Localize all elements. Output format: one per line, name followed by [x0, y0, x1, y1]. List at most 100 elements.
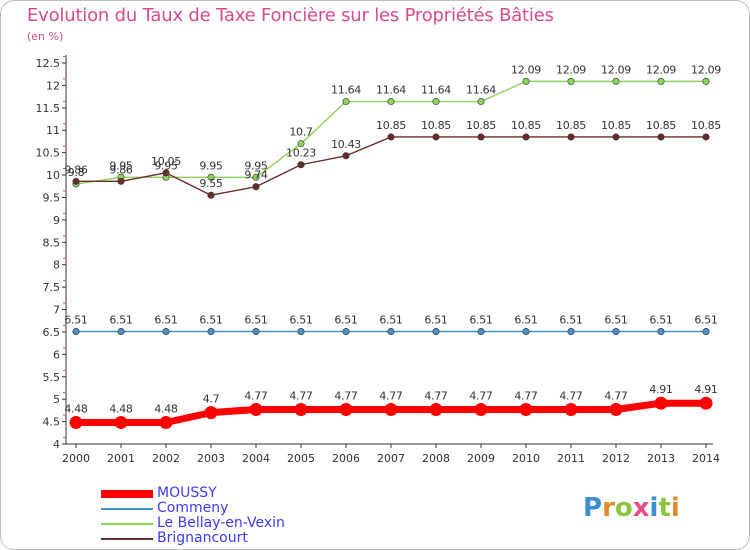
y-tick-label: 12.5 — [36, 57, 61, 70]
data-point — [249, 402, 263, 416]
data-point — [612, 133, 620, 141]
data-label: 10.7 — [289, 126, 313, 139]
data-point — [522, 77, 530, 85]
y-tick-label: 6.5 — [43, 326, 61, 339]
data-point — [297, 161, 305, 169]
line-chart: 4 4.5 5 5.5 6 6.5 7 7.5 8 8.5 9 9.5 10 10.5 11 11.5 12 12… — [36, 55, 722, 465]
y-tick-label: 9.5 — [43, 191, 61, 204]
data-point — [432, 98, 440, 106]
data-label: 4.77 — [514, 389, 538, 402]
chart-title: Evolution du Taux de Taxe Foncière sur l… — [27, 5, 554, 26]
data-label: 4.48 — [64, 402, 88, 415]
data-point — [432, 327, 440, 335]
y-tick-label: 5.5 — [43, 371, 61, 384]
x-tick-label: 2013 — [647, 452, 675, 465]
data-label: 4.77 — [379, 389, 403, 402]
logo-letter: t — [658, 493, 671, 523]
data-label: 9.8 — [68, 166, 85, 179]
data-label: 6.51 — [334, 313, 357, 326]
y-tick-label: 8 — [53, 259, 60, 272]
data-point — [387, 327, 395, 335]
data-point — [384, 402, 398, 416]
data-label: 10.85 — [556, 119, 586, 132]
x-tick-label: 2012 — [602, 452, 630, 465]
data-point — [429, 402, 443, 416]
data-point — [702, 327, 710, 335]
data-label: 6.51 — [244, 313, 267, 326]
data-label: 6.51 — [199, 313, 222, 326]
data-label: 9.74 — [244, 169, 268, 182]
legend-swatch — [101, 538, 153, 540]
data-point — [252, 183, 260, 191]
data-label: 10.85 — [421, 119, 451, 132]
data-point — [609, 402, 623, 416]
data-point — [252, 327, 260, 335]
data-label: 6.51 — [289, 313, 312, 326]
data-point — [657, 77, 665, 85]
data-point — [207, 173, 215, 181]
x-tick-label: 2000 — [62, 452, 90, 465]
x-tick-label: 2010 — [512, 452, 540, 465]
data-label: 10.85 — [646, 119, 676, 132]
data-label: 4.77 — [244, 389, 268, 402]
data-point — [564, 402, 578, 416]
data-label: 12.09 — [601, 63, 631, 76]
data-label: 10.85 — [691, 119, 721, 132]
data-label: 11.64 — [421, 84, 451, 97]
data-point — [117, 177, 125, 185]
legend-swatch — [101, 508, 153, 510]
data-label: 9.95 — [199, 159, 223, 172]
data-point — [342, 98, 350, 106]
data-label: 4.77 — [469, 389, 493, 402]
unit-label: (en %) — [27, 30, 64, 43]
data-point — [519, 402, 533, 416]
data-label: 9.95 — [154, 159, 178, 172]
data-label: 6.51 — [694, 313, 717, 326]
data-label: 10.85 — [601, 119, 631, 132]
data-label: 6.51 — [604, 313, 627, 326]
y-tick-label: 12 — [46, 79, 60, 92]
legend-label: Commeny — [157, 500, 229, 516]
x-tick-label: 2006 — [332, 452, 360, 465]
data-label: 9.55 — [199, 177, 223, 190]
data-label: 6.51 — [514, 313, 537, 326]
data-point — [477, 98, 485, 106]
data-point — [522, 327, 530, 335]
y-tick-label: 10 — [46, 169, 60, 182]
data-point — [297, 327, 305, 335]
legend-swatch — [101, 523, 153, 525]
data-point — [162, 327, 170, 335]
data-point — [294, 402, 308, 416]
data-label: 4.77 — [604, 389, 628, 402]
data-label: 9.95 — [109, 159, 133, 172]
data-label: 6.51 — [469, 313, 492, 326]
data-point — [72, 327, 80, 335]
proxiti-logo: Proxiti — [583, 493, 680, 523]
logo-letter: i — [649, 493, 659, 523]
y-tick-label: 9 — [53, 214, 60, 227]
data-point — [657, 133, 665, 141]
data-label: 12.09 — [511, 63, 541, 76]
y-tick-label: 4 — [53, 438, 60, 451]
data-label: 6.51 — [379, 313, 402, 326]
data-point — [522, 133, 530, 141]
data-label: 6.51 — [154, 313, 177, 326]
data-point — [297, 140, 305, 148]
data-point — [252, 173, 260, 181]
data-label: 10.85 — [511, 119, 541, 132]
data-point — [654, 396, 668, 410]
data-point — [162, 169, 170, 177]
data-label: 4.91 — [649, 383, 672, 396]
data-label: 11.64 — [466, 84, 496, 97]
data-label: 4.77 — [289, 389, 313, 402]
data-label: 9.95 — [244, 159, 268, 172]
data-label: 12.09 — [646, 63, 676, 76]
data-label: 4.7 — [203, 393, 220, 406]
data-point — [699, 396, 713, 410]
y-tick-label: 6 — [53, 348, 60, 361]
x-tick-label: 2004 — [242, 452, 270, 465]
data-label: 6.51 — [649, 313, 672, 326]
logo-letter: P — [583, 493, 603, 523]
data-point — [207, 327, 215, 335]
data-point — [72, 177, 80, 185]
